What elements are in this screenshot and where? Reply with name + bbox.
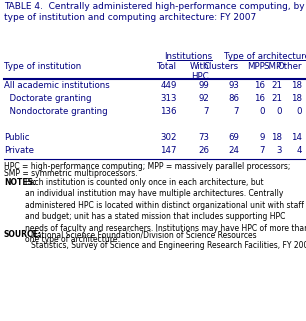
Text: 7: 7: [203, 107, 209, 116]
Text: Institutions: Institutions: [164, 52, 212, 61]
Text: 18: 18: [271, 133, 282, 142]
Text: SMP = symmetric multiprocessors.: SMP = symmetric multiprocessors.: [4, 169, 138, 178]
Text: 7: 7: [233, 107, 239, 116]
Text: 93: 93: [228, 81, 239, 90]
Text: 4: 4: [297, 146, 302, 155]
Text: 14: 14: [291, 133, 302, 142]
Text: 136: 136: [161, 107, 177, 116]
Text: 0: 0: [259, 107, 265, 116]
Text: 7: 7: [259, 146, 265, 155]
Text: 16: 16: [254, 94, 265, 103]
Text: 21: 21: [271, 94, 282, 103]
Text: Clusters: Clusters: [204, 62, 239, 71]
Text: 18: 18: [291, 81, 302, 90]
Text: MPP: MPP: [247, 62, 265, 71]
Text: SMP: SMP: [264, 62, 282, 71]
Text: 16: 16: [254, 81, 265, 90]
Text: SOURCE:: SOURCE:: [4, 230, 42, 239]
Text: 302: 302: [161, 133, 177, 142]
Text: Doctorate granting: Doctorate granting: [4, 94, 91, 103]
Text: 69: 69: [228, 133, 239, 142]
Text: 0: 0: [277, 107, 282, 116]
Text: 86: 86: [228, 94, 239, 103]
Text: 24: 24: [228, 146, 239, 155]
Text: TABLE 4.  Centrally administered high-performance computing, by
type of institut: TABLE 4. Centrally administered high-per…: [4, 2, 305, 22]
Text: 147: 147: [161, 146, 177, 155]
Text: 0: 0: [297, 107, 302, 116]
Text: 9: 9: [259, 133, 265, 142]
Text: 26: 26: [198, 146, 209, 155]
Text: 3: 3: [277, 146, 282, 155]
Text: 21: 21: [271, 81, 282, 90]
Text: Type of architecture: Type of architecture: [224, 52, 306, 61]
Text: With
HPC: With HPC: [189, 62, 209, 82]
Text: Type of institution: Type of institution: [4, 62, 81, 71]
Text: 99: 99: [198, 81, 209, 90]
Text: NOTES:: NOTES:: [4, 178, 36, 187]
Text: Nondoctorate granting: Nondoctorate granting: [4, 107, 108, 116]
Text: All academic institutions: All academic institutions: [4, 81, 110, 90]
Text: Total: Total: [157, 62, 177, 71]
Text: Each institution is counted only once in each architecture, but
an individual in: Each institution is counted only once in…: [25, 178, 306, 244]
Text: Public: Public: [4, 133, 29, 142]
Text: 73: 73: [198, 133, 209, 142]
Text: 313: 313: [161, 94, 177, 103]
Text: HPC = high-performance computing; MPP = massively parallel processors;: HPC = high-performance computing; MPP = …: [4, 162, 290, 171]
Text: 18: 18: [291, 94, 302, 103]
Text: 449: 449: [161, 81, 177, 90]
Text: National Science Foundation/Division of Science Resources
Statistics, Survey of : National Science Foundation/Division of …: [31, 230, 306, 250]
Text: Private: Private: [4, 146, 34, 155]
Text: Other: Other: [278, 62, 302, 71]
Text: 92: 92: [198, 94, 209, 103]
